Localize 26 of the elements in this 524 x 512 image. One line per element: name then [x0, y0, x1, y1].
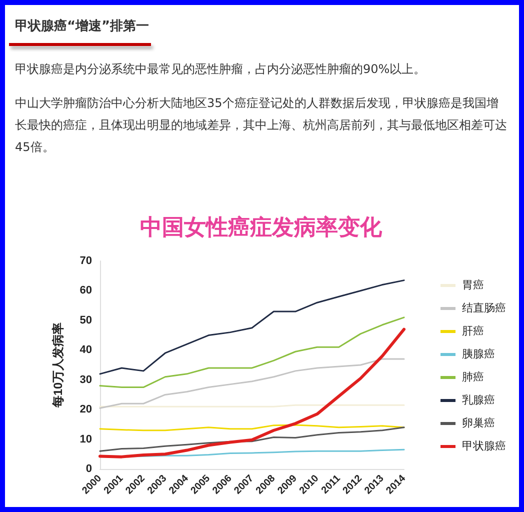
legend-label: 卵巢癌	[462, 416, 495, 430]
y-tick-label: 70	[80, 255, 92, 267]
legend-label: 肺癌	[462, 370, 484, 384]
text: 中山大学肿瘤防治中心分析大陆地区35个癌症登记处的人群数据后发现，甲状腺癌是我国增长最快的癌症，且体现出明显的地域差异，其中上海、杭州高居前列，其与最低地区相差可达45倍。	[15, 95, 508, 156]
line-series	[99, 426, 405, 452]
line-series	[99, 316, 405, 388]
legend-label: 胰腺癌	[462, 348, 495, 360]
line-series	[99, 358, 405, 409]
legend-label: 甲状腺癌	[462, 440, 506, 452]
text: 甲状腺癌“增速”排第一	[15, 18, 150, 35]
y-axis-title: 每10万人发病率	[51, 322, 65, 409]
chart-title: 中国女性癌症发病率变化	[140, 214, 383, 240]
line-series	[99, 280, 405, 375]
legend-label: 乳腺癌	[462, 394, 495, 406]
y-tick-label: 0	[86, 463, 92, 475]
y-tick-label: 40	[80, 344, 92, 356]
line-series	[98, 328, 406, 458]
y-tick-label: 30	[80, 374, 92, 386]
y-tick-label: 10	[80, 433, 92, 446]
legend-label: 结直肠癌	[462, 302, 506, 314]
legend-label: 肝癌	[462, 324, 484, 338]
y-tick-label: 50	[80, 314, 92, 326]
legend-label: 胃癌	[462, 278, 484, 292]
y-tick-label: 60	[80, 284, 92, 297]
text: 甲状腺癌是内分泌系统中最常见的恶性肿瘤，占内分泌恶性肿瘤的90%以上。	[15, 61, 427, 78]
y-tick-label: 20	[80, 404, 92, 416]
